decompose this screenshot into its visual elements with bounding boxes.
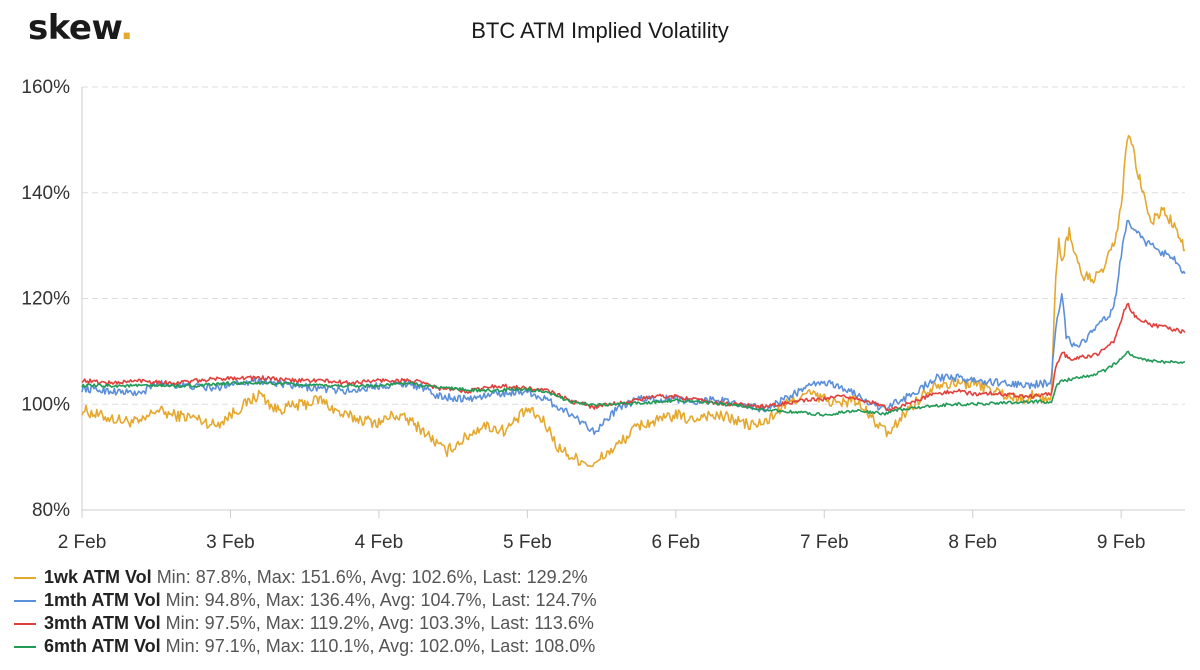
y-tick-label: 120% [21,289,70,310]
y-tick-label: 100% [21,394,70,415]
legend-item-1mth[interactable]: 1mth ATM Vol Min: 94.8%, Max: 136.4%, Av… [14,589,1184,612]
legend-item-6mth[interactable]: 6mth ATM Vol Min: 97.1%, Max: 110.1%, Av… [14,635,1184,658]
y-tick-label: 160% [21,77,70,98]
x-tick-label: 3 Feb [206,532,255,553]
series-line-3mth [81,302,1186,413]
legend-swatch-1mth [14,599,36,602]
legend-series-name: 1mth ATM Vol [44,590,161,610]
legend-swatch-1wk [14,576,36,579]
legend-swatch-6mth [14,645,36,648]
y-tick-label: 80% [32,500,70,521]
axis-layer: 80% 100% 120% 140% 160% 2 Feb 3 Feb 4 Feb 5 Feb 6… [21,77,1185,553]
legend-series-stats: Min: 87.8%, Max: 151.6%, Avg: 102.6%, La… [156,567,588,587]
line-chart: 80% 100% 120% 140% 160% 2 Feb 3 Feb 4 Feb 5 Feb 6… [21,77,1186,553]
x-tick-label: 9 Feb [1097,532,1146,553]
legend-series-stats: Min: 94.8%, Max: 136.4%, Avg: 104.7%, La… [165,590,597,610]
legend-series-stats: Min: 97.5%, Max: 119.2%, Avg: 103.3%, La… [165,613,594,633]
x-tick-label: 6 Feb [652,532,701,553]
logo-dot: . [120,8,133,48]
x-tick-label: 7 Feb [800,532,849,553]
legend: 1wk ATM Vol Min: 87.8%, Max: 151.6%, Avg… [14,566,1184,658]
series-line-6mth [81,350,1185,417]
legend-series-name: 6mth ATM Vol [44,636,161,656]
legend-item-3mth[interactable]: 3mth ATM Vol Min: 97.5%, Max: 119.2%, Av… [14,612,1184,635]
series-layer [81,134,1186,468]
legend-item-1wk[interactable]: 1wk ATM Vol Min: 87.8%, Max: 151.6%, Avg… [14,566,1184,589]
legend-series-name: 3mth ATM Vol [44,613,161,633]
series-line-1wk [81,134,1186,468]
x-tick-label: 5 Feb [503,532,552,553]
chart-title: BTC ATM Implied Volatility [471,18,729,43]
grid-layer [82,86,1185,405]
logo-text: skew [28,8,121,48]
y-tick-label: 140% [21,183,70,204]
skew-logo: skew. [28,8,133,48]
legend-series-name: 1wk ATM Vol [44,567,152,587]
x-tick-label: 8 Feb [948,532,997,553]
legend-swatch-3mth [14,622,36,625]
x-tick-label: 2 Feb [58,532,107,553]
x-tick-label: 4 Feb [355,532,404,553]
legend-series-stats: Min: 97.1%, Max: 110.1%, Avg: 102.0%, La… [165,636,596,656]
